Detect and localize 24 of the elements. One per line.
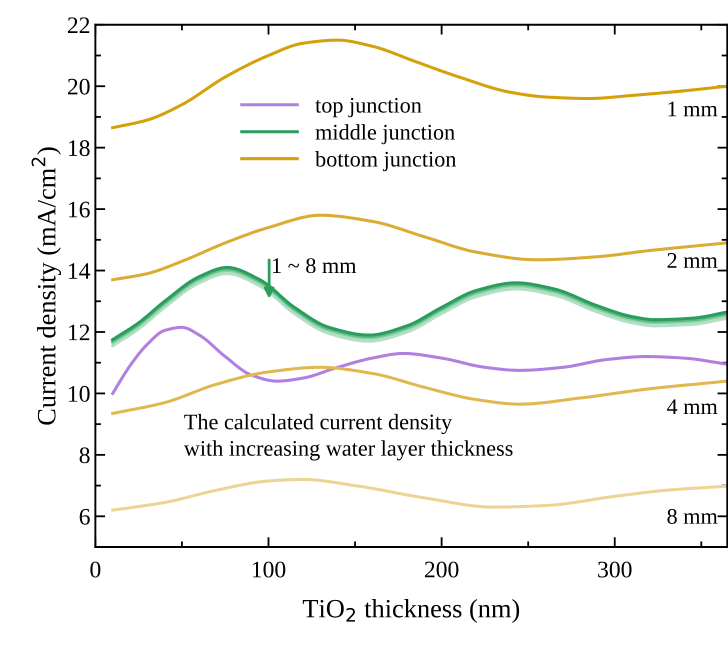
x-axis-title: TiO$_{2}$ thickness (nm)	[302, 598, 520, 623]
x-tick-label: 200	[424, 562, 458, 578]
y-tick-label: 10	[68, 386, 90, 402]
y-tick-label: 16	[68, 202, 90, 218]
y-tick-label: 20	[68, 78, 90, 95]
annotation: 1 mm	[668, 102, 718, 116]
y-tick-label: 6	[80, 508, 90, 525]
y-tick-label: 22	[68, 17, 90, 33]
y-axis-title: Current density (mA/cm$^{2}$)	[32, 147, 62, 425]
legend-label: bottom junction	[315, 151, 456, 172]
legend-label: middle junction	[316, 124, 455, 144]
x-tick-label: 100	[252, 562, 286, 578]
legend-label: top junction	[315, 98, 422, 118]
annotation: 2 mm	[668, 253, 718, 268]
annotation: 4 mm	[666, 399, 718, 414]
y-tick-label: 18	[68, 140, 90, 156]
annotation: The calculated current density with increasing water layer thickness	[184, 414, 513, 460]
annotation: 1 ~ 8 mm	[272, 258, 356, 274]
y-tick-label: 8	[80, 447, 90, 464]
annotation: 8 mm	[667, 508, 718, 524]
y-tick-label: 12	[68, 324, 90, 340]
x-tick-label: 0	[90, 562, 100, 578]
x-tick-label: 300	[598, 562, 632, 578]
y-tick-label: 14	[68, 263, 90, 279]
